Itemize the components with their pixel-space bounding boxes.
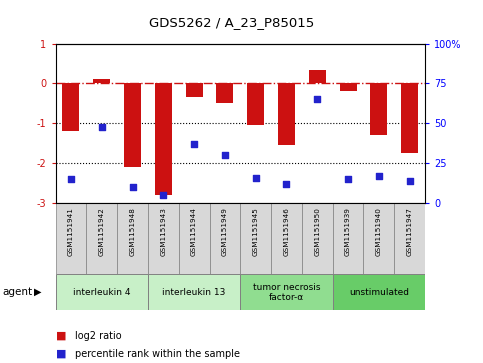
Bar bbox=[240, 274, 333, 310]
Text: GSM1151943: GSM1151943 bbox=[160, 207, 166, 256]
Bar bbox=[333, 274, 425, 310]
Point bbox=[98, 124, 106, 130]
Point bbox=[190, 141, 198, 147]
Text: ■: ■ bbox=[56, 331, 66, 341]
Bar bbox=[394, 203, 425, 274]
Text: GSM1151939: GSM1151939 bbox=[345, 207, 351, 256]
Text: ■: ■ bbox=[56, 349, 66, 359]
Bar bbox=[155, 83, 172, 195]
Text: percentile rank within the sample: percentile rank within the sample bbox=[75, 349, 240, 359]
Text: GSM1151946: GSM1151946 bbox=[284, 207, 289, 256]
Text: GSM1151950: GSM1151950 bbox=[314, 207, 320, 256]
Text: log2 ratio: log2 ratio bbox=[75, 331, 122, 341]
Point bbox=[159, 192, 167, 198]
Text: tumor necrosis
factor-α: tumor necrosis factor-α bbox=[253, 282, 320, 302]
Text: ▶: ▶ bbox=[34, 287, 42, 297]
Bar bbox=[271, 203, 302, 274]
Bar bbox=[148, 203, 179, 274]
Point bbox=[221, 152, 229, 158]
Bar bbox=[216, 83, 233, 103]
Bar bbox=[364, 203, 394, 274]
Bar bbox=[278, 83, 295, 146]
Text: GSM1151940: GSM1151940 bbox=[376, 207, 382, 256]
Bar bbox=[210, 203, 240, 274]
Text: GSM1151948: GSM1151948 bbox=[129, 207, 136, 256]
Bar bbox=[302, 203, 333, 274]
Point bbox=[313, 97, 321, 102]
Point bbox=[283, 181, 290, 187]
Point bbox=[344, 176, 352, 182]
Bar bbox=[56, 203, 86, 274]
Text: GSM1151941: GSM1151941 bbox=[68, 207, 74, 256]
Point bbox=[128, 184, 136, 190]
Bar bbox=[124, 83, 141, 167]
Bar bbox=[179, 203, 210, 274]
Bar bbox=[62, 83, 79, 131]
Bar bbox=[185, 83, 202, 98]
Text: unstimulated: unstimulated bbox=[349, 288, 409, 297]
Text: GSM1151945: GSM1151945 bbox=[253, 207, 259, 256]
Bar bbox=[148, 274, 241, 310]
Bar bbox=[86, 203, 117, 274]
Bar bbox=[56, 274, 148, 310]
Text: GDS5262 / A_23_P85015: GDS5262 / A_23_P85015 bbox=[149, 16, 314, 29]
Bar bbox=[309, 70, 326, 83]
Point bbox=[252, 175, 259, 181]
Text: interleukin 13: interleukin 13 bbox=[162, 288, 226, 297]
Text: GSM1151942: GSM1151942 bbox=[99, 207, 105, 256]
Bar bbox=[333, 203, 364, 274]
Text: interleukin 4: interleukin 4 bbox=[73, 288, 130, 297]
Bar bbox=[93, 79, 110, 83]
Bar bbox=[340, 83, 356, 91]
Bar bbox=[401, 83, 418, 153]
Text: GSM1151947: GSM1151947 bbox=[407, 207, 412, 256]
Bar bbox=[117, 203, 148, 274]
Point bbox=[67, 176, 75, 182]
Point bbox=[375, 173, 383, 179]
Bar bbox=[247, 83, 264, 126]
Bar bbox=[240, 203, 271, 274]
Point bbox=[406, 178, 413, 184]
Bar bbox=[370, 83, 387, 135]
Text: GSM1151944: GSM1151944 bbox=[191, 207, 197, 256]
Text: GSM1151949: GSM1151949 bbox=[222, 207, 228, 256]
Text: agent: agent bbox=[2, 287, 32, 297]
